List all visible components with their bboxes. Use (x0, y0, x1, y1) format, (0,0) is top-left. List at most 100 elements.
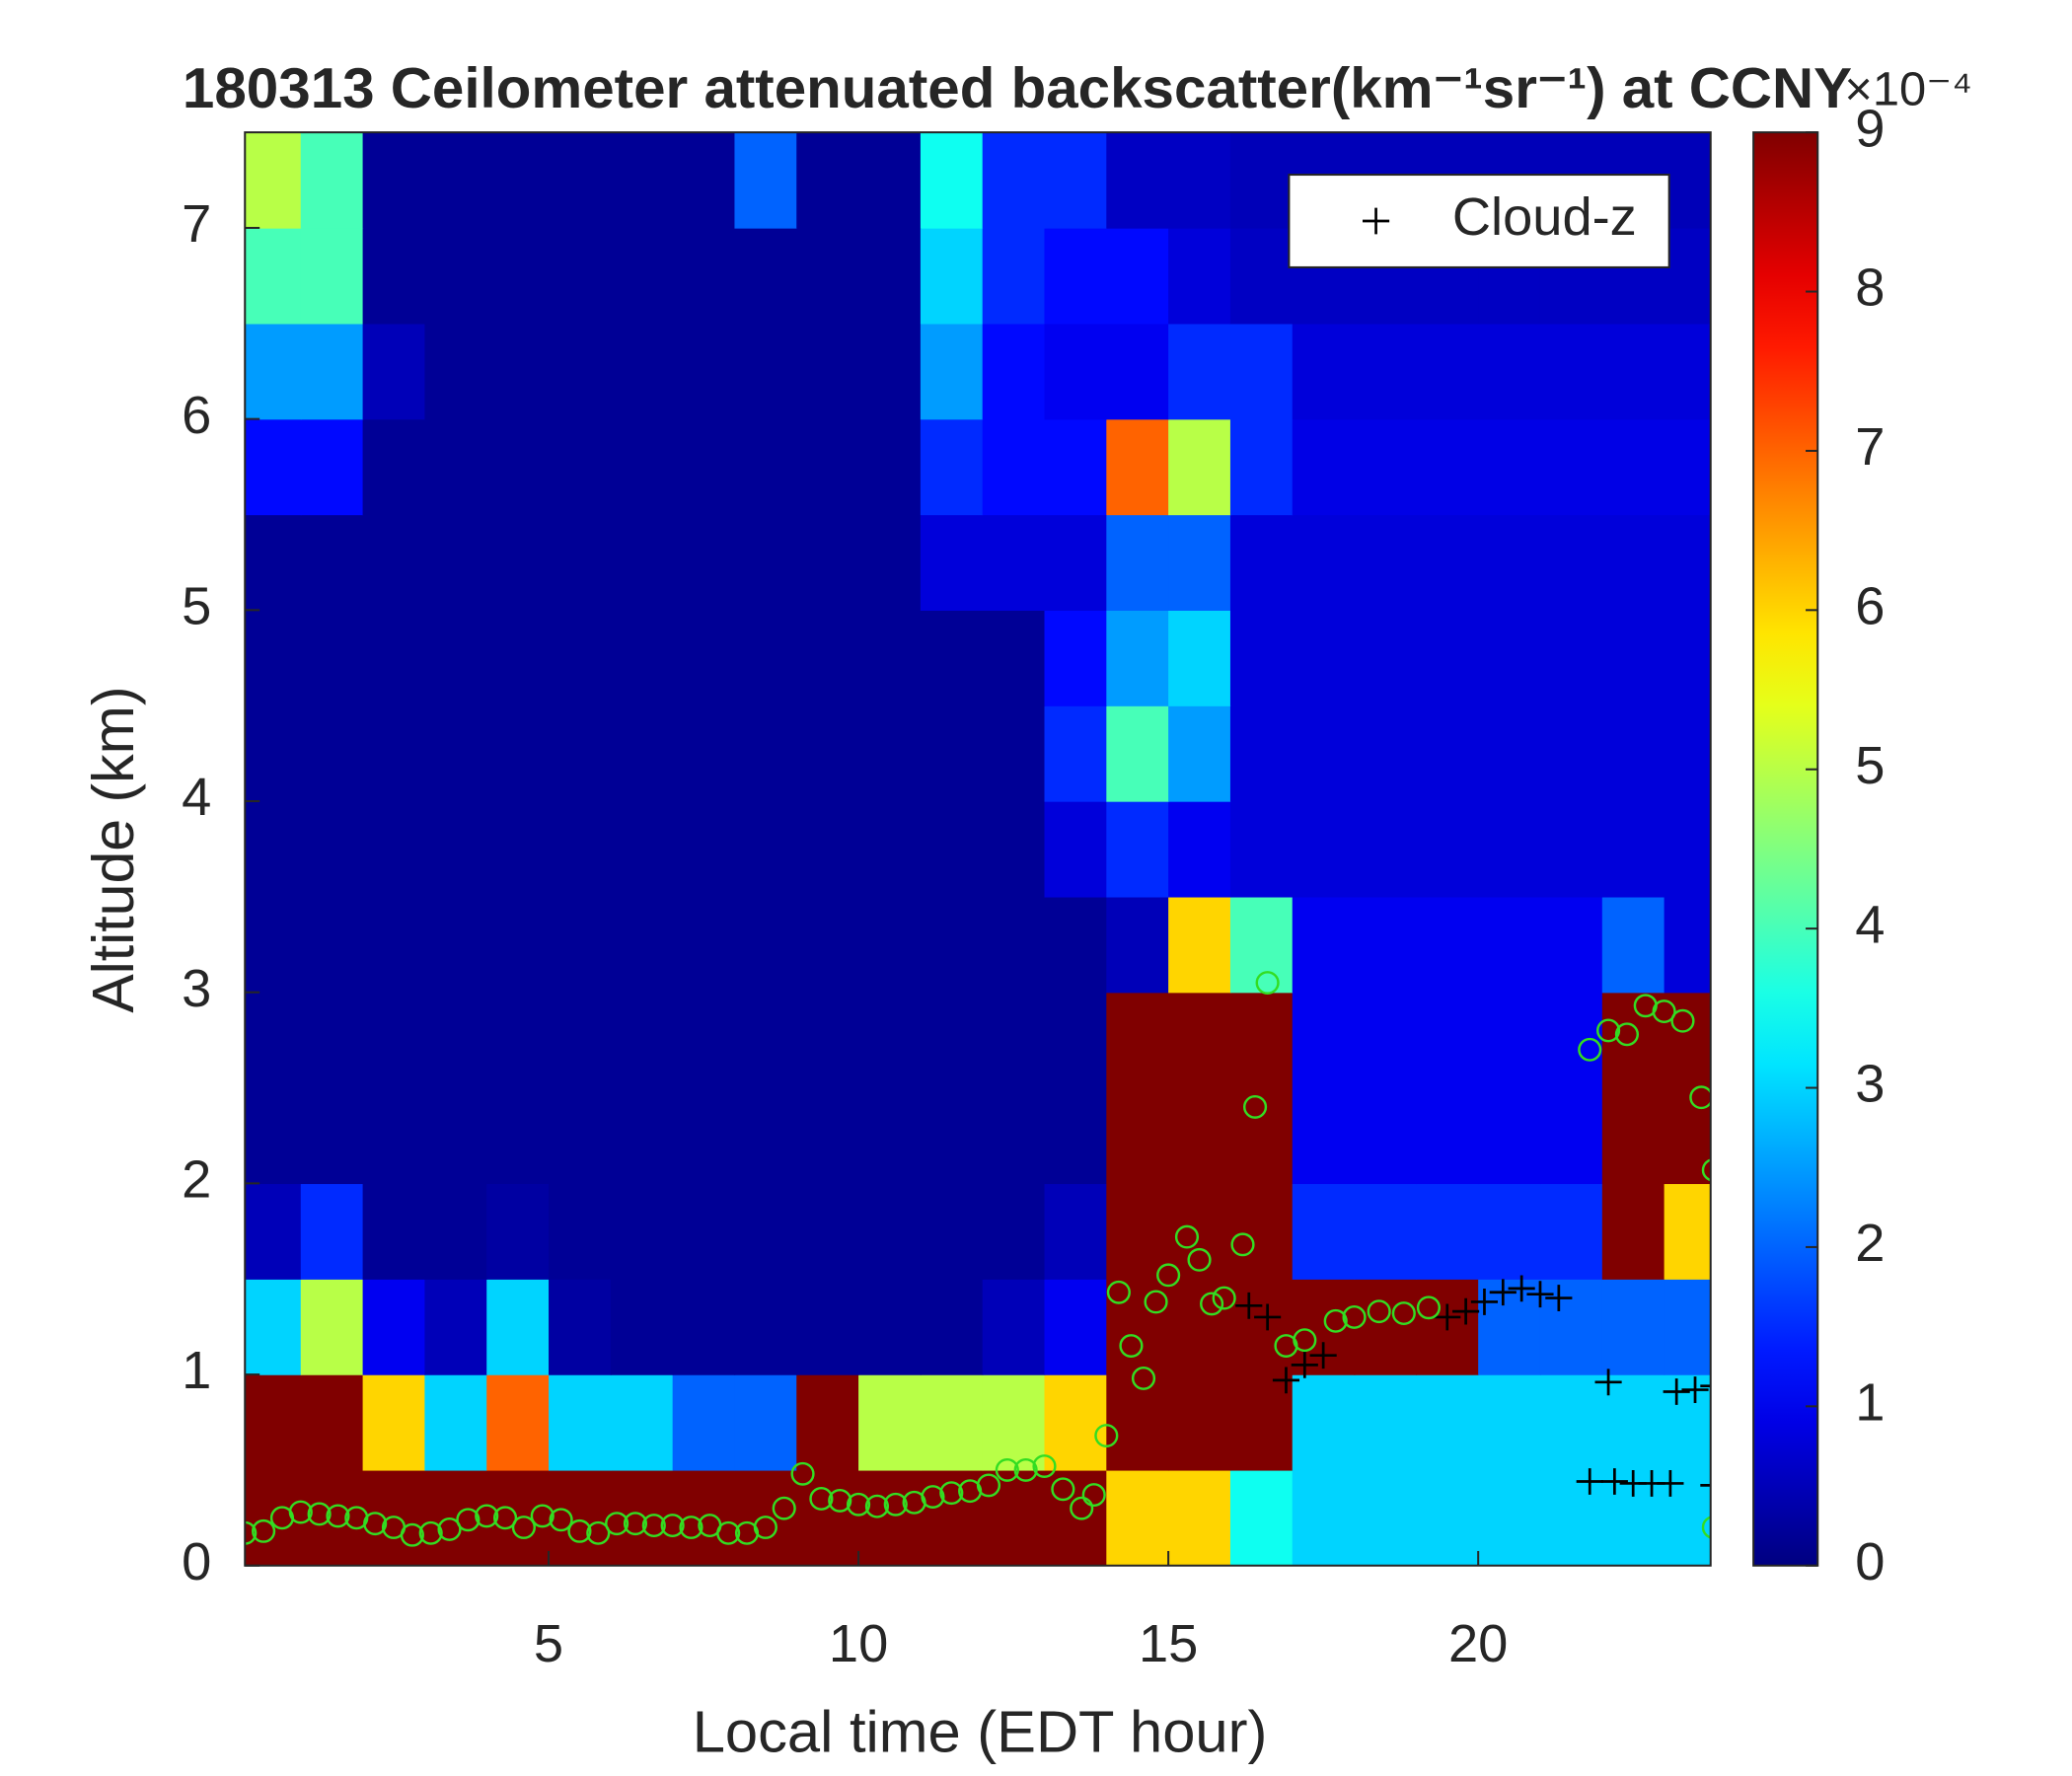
heat-cell (982, 1374, 1046, 1471)
heat-cell (1229, 1087, 1294, 1185)
heat-cell (796, 610, 859, 706)
heat-cell (300, 896, 364, 994)
heat-cell (245, 323, 302, 420)
heat-cell (1416, 1087, 1479, 1185)
heat-cell (245, 1183, 302, 1280)
heat-cell (796, 1087, 859, 1185)
heat-cell (1292, 1087, 1356, 1185)
heat-cell (486, 610, 550, 706)
pbl-marker (1242, 1094, 1268, 1119)
heat-cell (424, 610, 487, 706)
heat-cell (1416, 1374, 1479, 1471)
heat-cell (549, 1469, 612, 1566)
x-tick-label: 10 (829, 1614, 888, 1673)
pbl-marker (1670, 1008, 1695, 1033)
heat-cell (1539, 514, 1603, 612)
cloud-marker (1576, 1468, 1603, 1495)
heat-cell (796, 132, 859, 229)
heat-cell (300, 992, 364, 1089)
heat-cell (1539, 705, 1603, 802)
heat-cell (982, 801, 1046, 898)
pbl-marker (400, 1522, 424, 1547)
cloud-marker (1470, 1289, 1499, 1315)
heat-cell (1044, 132, 1107, 229)
pbl-marker (753, 1516, 777, 1539)
heat-cell (486, 801, 550, 898)
heat-cell (1478, 610, 1541, 706)
pbl-marker (418, 1520, 443, 1545)
pbl-marker (1081, 1483, 1106, 1508)
heat-cell (1106, 610, 1169, 706)
pbl-marker (1144, 1290, 1168, 1314)
heat-cell (858, 1469, 922, 1566)
pbl-marker (1652, 999, 1676, 1023)
pbl-marker (511, 1516, 536, 1539)
heat-cell (549, 514, 612, 612)
heat-cell (1044, 801, 1107, 898)
heat-cell (362, 801, 426, 898)
cloud-marker (1600, 1468, 1628, 1495)
heat-cell (672, 1469, 736, 1566)
pbl-marker (252, 1518, 276, 1543)
heat-cell (1601, 514, 1665, 612)
heat-cell (1106, 801, 1169, 898)
pbl-marker (809, 1487, 834, 1511)
heat-cell (982, 132, 1046, 229)
heat-cell (734, 227, 797, 325)
pbl-marker (1119, 1334, 1144, 1358)
heat-cell (1354, 1469, 1418, 1566)
pbl-marker (1187, 1247, 1212, 1272)
heat-cell (796, 1469, 859, 1566)
pbl-marker (567, 1518, 592, 1543)
heat-cell (610, 1183, 674, 1280)
legend-marker (1363, 207, 1390, 235)
heat-cell (858, 1087, 922, 1185)
heat-cell (1106, 1374, 1169, 1471)
pbl-marker (1293, 1328, 1317, 1353)
heat-cell (1106, 514, 1169, 612)
heat-cell (1416, 705, 1479, 802)
y-tick-label: 4 (182, 768, 211, 827)
heat-cell (1664, 801, 1711, 898)
pbl-marker (492, 1506, 518, 1530)
heat-cell (796, 227, 859, 325)
heat-cell (245, 801, 302, 898)
heat-cell (672, 323, 736, 420)
heat-cell (1044, 610, 1107, 706)
heat-cell (672, 1183, 736, 1280)
colorbar-tick-label: 5 (1855, 736, 1885, 795)
y-axis-label: Altitude (km) (80, 687, 146, 1013)
heat-cell (300, 514, 364, 612)
heat-cell (920, 896, 984, 994)
heat-cell (424, 801, 487, 898)
heat-cell (1292, 705, 1356, 802)
heat-cell (1354, 1279, 1418, 1375)
cloud-marker (1434, 1303, 1461, 1331)
pbl-marker (586, 1520, 611, 1545)
heat-cell (1354, 1374, 1418, 1471)
heat-cell (1416, 610, 1479, 706)
heat-cell (1478, 1374, 1541, 1471)
heat-cell (1354, 610, 1418, 706)
cloud-marker (1545, 1285, 1573, 1311)
heat-cell (424, 705, 487, 802)
legend-box (1288, 174, 1670, 268)
heat-cell (486, 323, 550, 420)
heat-cell (1168, 705, 1231, 802)
heat-cell (549, 1087, 612, 1185)
heat-cell (1478, 896, 1541, 994)
cloud-marker (1594, 1369, 1622, 1396)
pbl-marker (1614, 1022, 1640, 1047)
heat-cell (300, 418, 364, 516)
heat-cell (300, 1183, 364, 1280)
pbl-marker (828, 1488, 852, 1513)
heat-cell (1354, 896, 1418, 994)
heat-cell (1478, 1087, 1541, 1185)
y-tick-label: 5 (182, 577, 211, 636)
heat-cell (1292, 514, 1356, 612)
cloud-marker (1254, 1303, 1282, 1331)
heat-cell (549, 1183, 612, 1280)
heat-cell (920, 705, 984, 802)
pbl-marker (1689, 1085, 1711, 1110)
heat-cell (1229, 323, 1294, 420)
